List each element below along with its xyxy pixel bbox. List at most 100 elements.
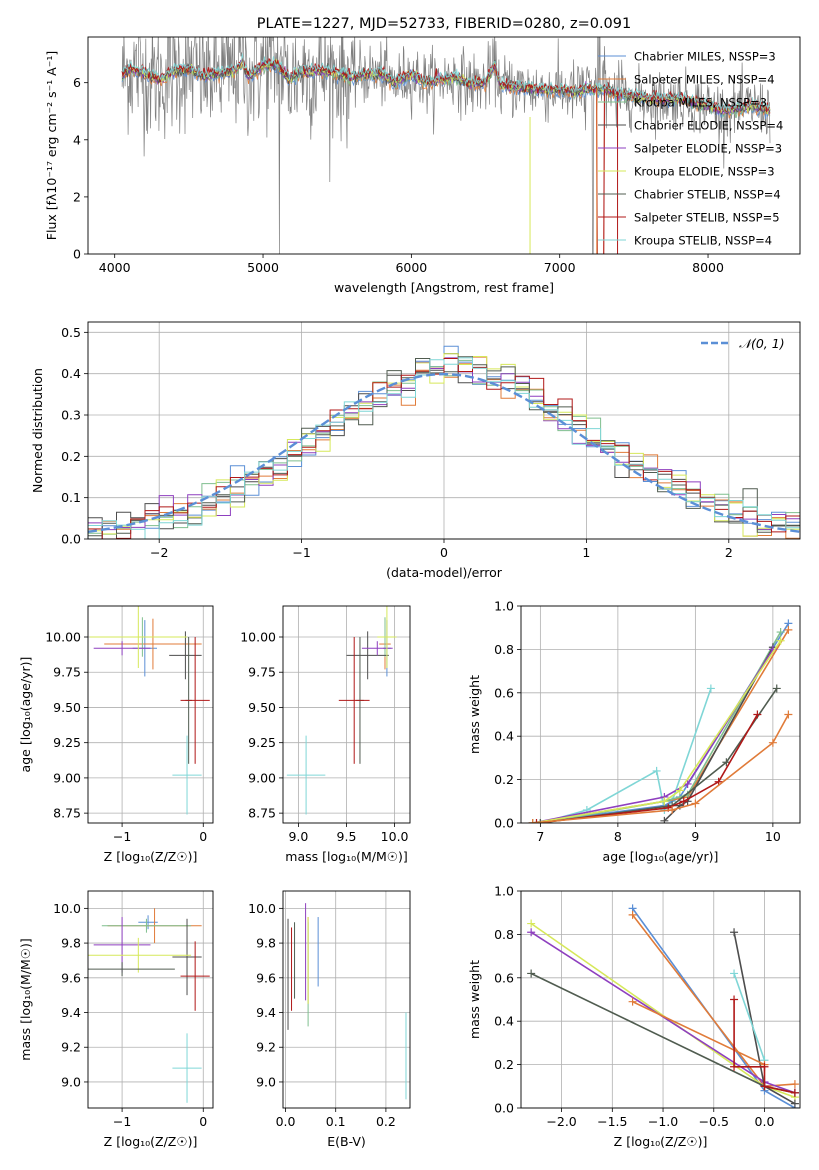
legend-label: Chabrier MILES, NSSP=3 xyxy=(634,50,776,64)
weight-marker xyxy=(628,997,637,1006)
y-tick-label: 9.75 xyxy=(53,665,81,680)
x-axis-label: wavelength [Angstrom, rest frame] xyxy=(334,280,554,295)
y-tick-label: 1.0 xyxy=(494,884,514,899)
errorbar-point-salpeter-elodie xyxy=(93,641,151,656)
y-tick-label: 0.8 xyxy=(494,642,514,657)
x-tick-label: −1 xyxy=(113,829,131,844)
x-tick-label: 7000 xyxy=(544,260,576,275)
axes-frame xyxy=(87,321,801,540)
y-tick-label: 9.50 xyxy=(248,700,276,715)
legend-label: Kroupa STELIB, NSSP=4 xyxy=(634,234,772,248)
weight-series-salpeter-stelib xyxy=(730,995,799,1097)
axes-frame xyxy=(520,605,801,824)
histogram-kroupa-stelib xyxy=(88,357,800,539)
y-tick-label: 9.8 xyxy=(256,936,276,951)
weight-line xyxy=(632,1000,765,1066)
y-tick-label: 0.5 xyxy=(61,325,81,340)
weight-marker xyxy=(628,910,637,919)
weight-marker xyxy=(527,928,536,937)
y-axis-label: mass weight xyxy=(467,675,482,754)
y-tick-label: 9.2 xyxy=(61,1040,81,1055)
plot-area xyxy=(89,606,210,815)
weight-marker xyxy=(527,919,536,928)
weight-line xyxy=(540,688,712,823)
model-line-chabrier-miles xyxy=(121,64,771,120)
x-tick-label: 5000 xyxy=(247,260,279,275)
y-tick-label: 8.75 xyxy=(53,806,81,821)
errorbar-point-kroupa-stelib xyxy=(172,735,202,815)
weight-marker xyxy=(784,625,793,634)
y-tick-label: 0.2 xyxy=(494,772,514,787)
x-axis-label: Z [log₁₀(Z/Z☉)] xyxy=(614,1134,708,1149)
panel-age_vs_Z: −1 0 8.75 9.00 9.25 9.50 9.75 10.00 Z [log₁₀(Z/Z… xyxy=(18,605,214,864)
weight-marker xyxy=(528,819,537,823)
weight-marker xyxy=(776,628,785,637)
weight-marker xyxy=(772,684,781,693)
plot-area xyxy=(528,619,793,823)
y-tick-label: 9.2 xyxy=(256,1040,276,1055)
weight-marker xyxy=(536,819,545,823)
plot-area xyxy=(88,345,800,539)
legend-label: 𝒩(0, 1) xyxy=(739,336,785,351)
y-tick-label: 9.8 xyxy=(61,936,81,951)
errorbar-point-salpeter-elodie xyxy=(361,641,393,656)
x-axis-label: Z [log₁₀(Z/Z☉)] xyxy=(104,1134,198,1149)
y-tick-label: 0.6 xyxy=(494,970,514,985)
weight-marker xyxy=(760,1062,769,1071)
weight-marker xyxy=(679,797,688,806)
axes-frame xyxy=(520,890,801,1109)
y-tick-label: 9.25 xyxy=(248,735,276,750)
errorbar-point-chabrier-elodie xyxy=(172,918,202,996)
panel-mass_vs_ebv: 0.0 0.1 0.2 9.0 9.2 9.4 9.6 9.8 10.0 E(B-V) xyxy=(248,890,411,1149)
weight-marker xyxy=(790,1080,799,1089)
errorbar-point-salpeter-miles xyxy=(104,618,202,670)
errorbar-point-chabrier-stelib xyxy=(88,962,175,977)
x-tick-label: −2 xyxy=(150,545,168,560)
errorbar-point-kroupa-miles xyxy=(101,918,192,933)
legend-label: Salpeter MILES, NSSP=4 xyxy=(634,73,775,87)
plot-area xyxy=(527,904,799,1108)
weight-marker xyxy=(527,969,536,978)
weight-marker xyxy=(730,1062,739,1071)
y-tick-label: 9.25 xyxy=(53,735,81,750)
y-tick-label: 9.00 xyxy=(53,770,81,785)
weight-marker xyxy=(730,928,739,937)
y-axis-label: mass [log₁₀(M/M☉)] xyxy=(18,938,33,1060)
weight-line xyxy=(733,973,766,1061)
legend-label: Kroupa MILES, NSSP=3 xyxy=(634,96,767,110)
y-tick-label: 9.6 xyxy=(256,970,276,985)
legend-label: Chabrier ELODIE, NSSP=4 xyxy=(634,119,783,133)
weight-line xyxy=(532,640,782,823)
weight-marker xyxy=(790,1099,799,1108)
y-axis-label: mass weight xyxy=(467,960,482,1039)
weight-marker xyxy=(730,969,739,978)
y-tick-label: 0.4 xyxy=(61,366,81,381)
y-tick-label: 2 xyxy=(73,189,81,204)
plot-area xyxy=(88,908,210,1103)
weight-series-kroupa-stelib xyxy=(730,969,769,1065)
weight-marker xyxy=(652,766,661,775)
x-tick-label: 0.0 xyxy=(276,1114,296,1129)
y-tick-label: 0.2 xyxy=(494,1057,514,1072)
y-tick-label: 0.0 xyxy=(61,532,81,547)
weight-marker xyxy=(668,805,677,814)
errorbar-point-salpeter-stelib xyxy=(180,637,210,764)
y-tick-label: 9.4 xyxy=(61,1005,81,1020)
y-tick-label: 0.8 xyxy=(494,927,514,942)
y-tick-label: 6 xyxy=(73,75,81,90)
x-tick-label: 0.2 xyxy=(376,1114,396,1129)
x-tick-label: −1.0 xyxy=(648,1114,678,1129)
legend-label: Chabrier STELIB, NSSP=4 xyxy=(634,188,781,202)
normal-distribution-curve xyxy=(88,372,800,533)
errorbar-point-chabrier-elodie xyxy=(346,631,389,680)
panel-weight_vs_Z: −2.0 −1.5 −1.0 −0.5 0.0 0.0 0.2 0.4 0.6 0.8 1.0 Z [… xyxy=(467,884,801,1149)
x-tick-label: 0 xyxy=(199,829,207,844)
x-axis-label: mass [log₁₀(M/M☉)] xyxy=(285,849,407,864)
weight-marker xyxy=(532,819,541,823)
y-tick-label: 8.75 xyxy=(248,806,276,821)
y-tick-label: 10.00 xyxy=(240,630,276,645)
y-tick-label: 9.0 xyxy=(256,1074,276,1089)
y-tick-label: 10.00 xyxy=(45,630,81,645)
y-tick-label: 4 xyxy=(73,132,81,147)
x-tick-label: 10 xyxy=(765,829,781,844)
